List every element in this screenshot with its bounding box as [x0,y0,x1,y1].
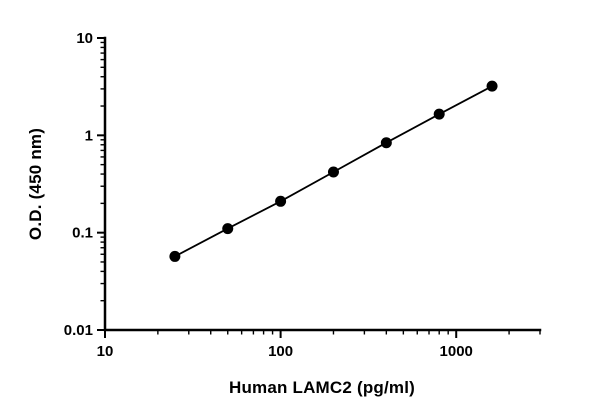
data-point [433,108,445,120]
data-point [380,137,392,149]
x-tick-label: 10 [97,343,114,360]
x-tick-label: 100 [268,343,293,360]
y-tick-label: 0.1 [72,225,93,242]
data-point [169,250,181,262]
x-axis-title: Human LAMC2 (pg/ml) [228,378,416,397]
y-axis-title: O.D. (450 nm) [26,127,45,241]
data-point [275,195,287,207]
data-point [222,223,234,235]
y-tick-label: 0.01 [64,322,93,339]
data-point [327,166,339,178]
x-tick-label: 1000 [440,343,473,360]
y-tick-label: 10 [76,30,93,47]
axis-lines [103,36,542,332]
y-tick-label: 1 [85,127,93,144]
data-point [486,80,498,92]
